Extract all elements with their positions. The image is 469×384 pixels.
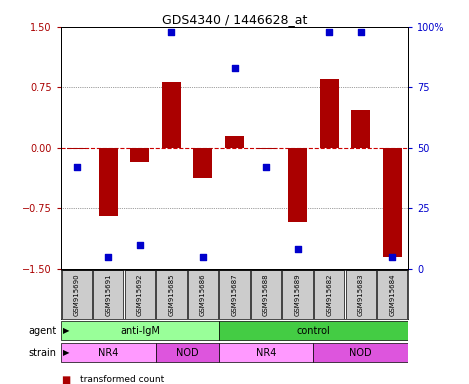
Text: GSM915682: GSM915682 — [326, 273, 332, 316]
Text: GSM915688: GSM915688 — [263, 273, 269, 316]
Point — [73, 164, 81, 170]
Point — [199, 254, 207, 260]
Point — [231, 65, 238, 71]
Text: GSM915691: GSM915691 — [106, 273, 111, 316]
Text: NOD: NOD — [176, 348, 198, 358]
Text: ■: ■ — [61, 375, 70, 384]
Bar — [282, 270, 313, 319]
Bar — [288, 148, 307, 222]
Text: NR4: NR4 — [98, 348, 119, 358]
Bar — [61, 321, 219, 340]
Bar — [219, 321, 408, 340]
Point — [167, 29, 175, 35]
Bar — [61, 343, 156, 362]
Bar — [188, 270, 218, 319]
Text: NR4: NR4 — [256, 348, 276, 358]
Bar — [219, 343, 313, 362]
Text: GSM915690: GSM915690 — [74, 273, 80, 316]
Text: ▶: ▶ — [63, 348, 70, 357]
Point — [294, 247, 302, 253]
Bar — [67, 148, 86, 149]
Bar — [194, 148, 212, 179]
Bar — [93, 270, 123, 319]
Text: GSM915684: GSM915684 — [389, 273, 395, 316]
Bar — [225, 136, 244, 148]
Text: transformed count: transformed count — [80, 375, 164, 384]
Point — [357, 29, 364, 35]
Text: anti-IgM: anti-IgM — [120, 326, 160, 336]
Bar — [156, 343, 219, 362]
Bar — [61, 270, 92, 319]
Bar — [320, 79, 339, 148]
Bar — [257, 148, 275, 149]
Bar — [251, 270, 281, 319]
Text: GSM915683: GSM915683 — [358, 273, 363, 316]
Bar — [162, 82, 181, 148]
Bar — [383, 148, 402, 257]
Text: GSM915689: GSM915689 — [295, 273, 301, 316]
Bar — [377, 270, 408, 319]
Bar — [313, 343, 408, 362]
Point — [325, 29, 333, 35]
Title: GDS4340 / 1446628_at: GDS4340 / 1446628_at — [162, 13, 307, 26]
Text: strain: strain — [28, 348, 56, 358]
Bar — [351, 110, 370, 148]
Text: control: control — [296, 326, 330, 336]
Bar — [130, 148, 149, 162]
Bar — [219, 270, 250, 319]
Point — [136, 242, 144, 248]
Bar — [156, 270, 187, 319]
Text: GSM915692: GSM915692 — [137, 273, 143, 316]
Text: agent: agent — [28, 326, 56, 336]
Text: ▶: ▶ — [63, 326, 70, 335]
Text: GSM915687: GSM915687 — [232, 273, 237, 316]
Bar — [125, 270, 155, 319]
Text: NOD: NOD — [349, 348, 372, 358]
Bar — [314, 270, 344, 319]
Point — [105, 254, 112, 260]
Point — [388, 254, 396, 260]
Bar — [99, 148, 118, 217]
Text: GSM915685: GSM915685 — [168, 273, 174, 316]
Point — [262, 164, 270, 170]
Text: GSM915686: GSM915686 — [200, 273, 206, 316]
Bar — [346, 270, 376, 319]
